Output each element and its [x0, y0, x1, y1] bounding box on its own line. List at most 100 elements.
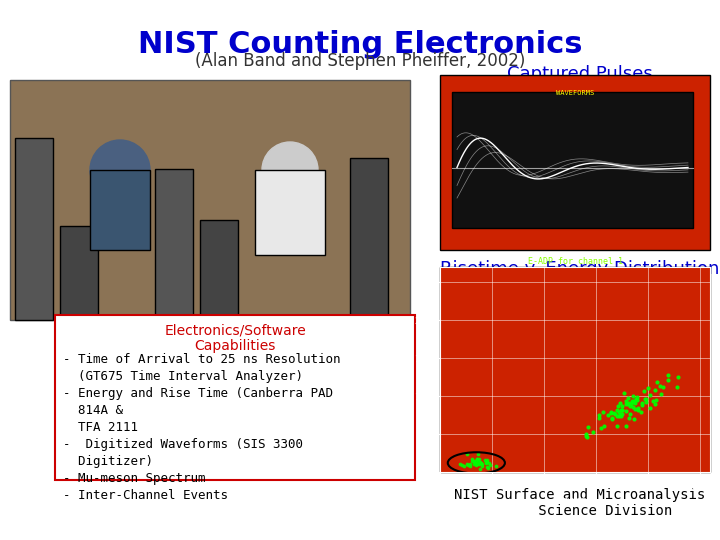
- Point: [473, 460, 485, 469]
- Y-axis label: ADP: ADP: [399, 361, 409, 379]
- FancyBboxPatch shape: [440, 267, 710, 472]
- Point: [470, 461, 482, 469]
- Point: [473, 454, 485, 463]
- X-axis label: Energy: Energy: [557, 496, 593, 507]
- Text: (Alan Band and Stephen Pheiffer, 2002): (Alan Band and Stephen Pheiffer, 2002): [195, 52, 525, 70]
- Point: [483, 459, 495, 468]
- Point: [627, 392, 639, 400]
- Point: [612, 402, 624, 411]
- Point: [472, 460, 483, 468]
- FancyBboxPatch shape: [15, 138, 53, 320]
- FancyBboxPatch shape: [90, 170, 150, 250]
- Point: [464, 460, 476, 468]
- Point: [472, 457, 483, 466]
- Point: [476, 462, 487, 470]
- Point: [616, 410, 628, 418]
- Point: [636, 399, 647, 407]
- Point: [580, 432, 591, 441]
- Point: [480, 457, 492, 466]
- Point: [461, 449, 472, 458]
- Point: [616, 406, 628, 415]
- Point: [618, 389, 630, 397]
- Title: E-ADP for channel 1: E-ADP for channel 1: [528, 257, 623, 266]
- Point: [624, 413, 635, 422]
- Point: [671, 383, 683, 391]
- Point: [480, 459, 492, 468]
- Point: [582, 432, 593, 441]
- Point: [654, 382, 666, 390]
- Point: [605, 408, 616, 416]
- Point: [615, 411, 626, 420]
- Point: [649, 400, 660, 408]
- Point: [471, 456, 482, 465]
- Point: [614, 399, 626, 407]
- Point: [611, 411, 623, 420]
- Point: [485, 461, 496, 469]
- Point: [672, 373, 684, 381]
- Point: [644, 403, 656, 412]
- Point: [641, 398, 652, 407]
- Text: NIST Counting Electronics: NIST Counting Electronics: [138, 30, 582, 59]
- Point: [644, 390, 656, 399]
- Point: [464, 462, 476, 470]
- Point: [472, 449, 484, 458]
- Text: - Time of Arrival to 25 ns Resolution
  (GT675 Time Interval Analyzer)
- Energy : - Time of Arrival to 25 ns Resolution (G…: [63, 353, 341, 502]
- Point: [631, 393, 642, 401]
- Point: [620, 422, 631, 431]
- Point: [615, 406, 626, 414]
- Point: [606, 414, 617, 422]
- Point: [467, 455, 478, 463]
- Point: [616, 406, 628, 414]
- Text: AfterPulses: AfterPulses: [490, 330, 589, 373]
- Point: [490, 461, 502, 470]
- Text: NIST Surface and Microanalysis
      Science Division: NIST Surface and Microanalysis Science D…: [454, 488, 706, 518]
- Point: [620, 399, 631, 408]
- Circle shape: [262, 142, 318, 198]
- Point: [466, 457, 477, 465]
- FancyBboxPatch shape: [200, 220, 238, 320]
- Point: [462, 460, 473, 469]
- Point: [631, 406, 643, 414]
- Point: [468, 456, 480, 465]
- Point: [629, 398, 641, 407]
- Point: [628, 403, 639, 411]
- Point: [609, 410, 621, 418]
- FancyBboxPatch shape: [10, 80, 410, 320]
- Point: [456, 461, 467, 469]
- Point: [595, 424, 607, 433]
- Point: [615, 411, 626, 420]
- Point: [625, 402, 636, 410]
- Point: [469, 459, 481, 468]
- Point: [613, 411, 625, 420]
- Point: [639, 395, 650, 403]
- Point: [469, 457, 480, 466]
- Point: [472, 455, 483, 464]
- Point: [472, 455, 483, 463]
- Text: Risetime v. Energy Distribution: Risetime v. Energy Distribution: [441, 260, 720, 278]
- Point: [606, 415, 618, 423]
- Point: [477, 460, 488, 469]
- Point: [606, 409, 617, 417]
- Point: [602, 411, 613, 420]
- Point: [623, 398, 634, 407]
- Point: [662, 370, 674, 379]
- Point: [598, 408, 609, 416]
- Point: [474, 458, 486, 467]
- Point: [462, 461, 474, 469]
- Point: [474, 464, 485, 473]
- Point: [622, 393, 634, 402]
- Point: [454, 460, 466, 468]
- Point: [476, 459, 487, 468]
- FancyBboxPatch shape: [452, 92, 693, 228]
- Point: [626, 399, 637, 408]
- Point: [611, 406, 623, 414]
- Point: [635, 408, 647, 416]
- Point: [582, 423, 594, 431]
- Text: WAVEFORMS: WAVEFORMS: [556, 90, 594, 96]
- Point: [631, 396, 643, 404]
- Point: [632, 404, 644, 413]
- Point: [580, 430, 592, 438]
- Point: [588, 428, 599, 436]
- Point: [629, 414, 640, 423]
- Point: [626, 396, 638, 405]
